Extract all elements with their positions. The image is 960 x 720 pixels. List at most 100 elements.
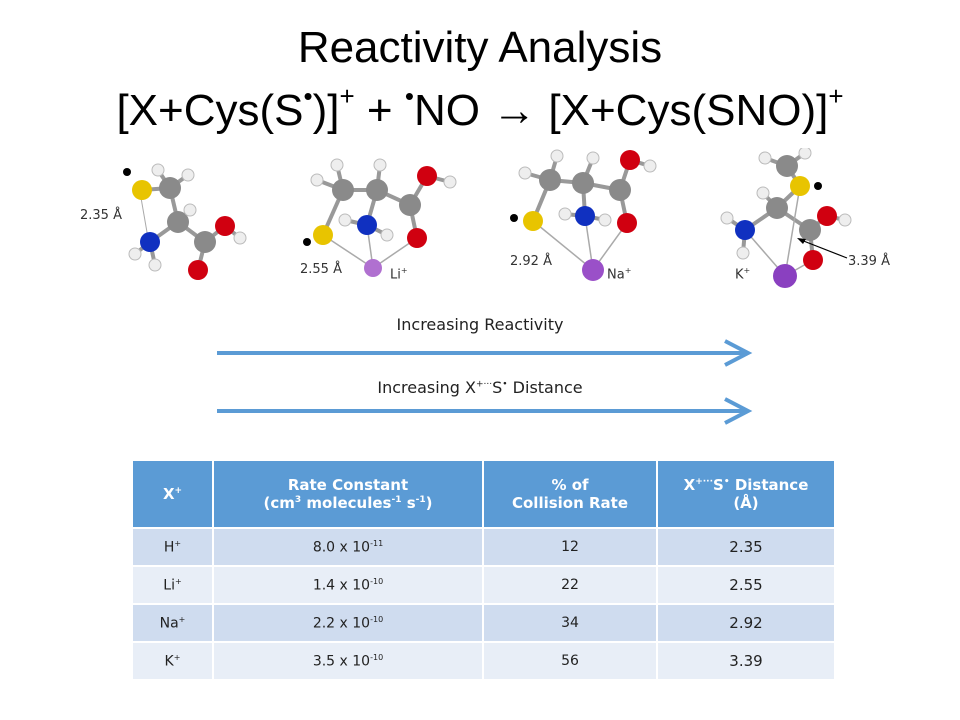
header-text: ) (425, 494, 433, 512)
cell-ion: Li+ (133, 565, 214, 604)
radical-dot: • (404, 81, 414, 111)
eq-part: [X+Cys(SNO)] (536, 86, 829, 135)
rate-exponent: -10 (370, 576, 384, 586)
header-collision-rate: % of Collision Rate (483, 461, 658, 528)
slide-title: Reactivity Analysis (297, 23, 663, 72)
header-line: Rate Constant (287, 476, 409, 494)
cell-percent: 22 (483, 565, 658, 604)
distance-label: 3.39 Å (848, 254, 890, 269)
eq-part: [X+Cys(S (116, 86, 304, 135)
ion-symbol: H (163, 539, 175, 556)
radical-dot: • (303, 81, 313, 111)
distance-arrow-icon (217, 397, 753, 425)
cell-rate: 8.0 x 10-11 (213, 527, 484, 566)
charge-plus: + (174, 538, 182, 548)
cell-rate: 1.4 x 10-10 (213, 565, 484, 604)
table-row: H+ 8.0 x 10-11 12 2.35 (133, 527, 834, 566)
reaction-equation: [X+Cys(S•)]+ + •NO → [X+Cys(SNO)]+ (0, 72, 960, 135)
charge-plus: + (828, 81, 844, 111)
cell-distance: 2.92 (657, 603, 834, 642)
charge-plus: + (173, 652, 181, 662)
eq-part: + (354, 86, 405, 135)
header-text: Distance (729, 476, 809, 494)
table-header-row: X+ Rate Constant (cm3 molecules-1 s-1) %… (133, 461, 834, 528)
distance-sup: +··· (476, 379, 493, 390)
radical-dot: • (502, 379, 508, 390)
ion-symbol: Li (163, 577, 175, 594)
header-line: (cm3 molecules-1 s-1) (214, 494, 482, 512)
distance-arrow-label: Increasing X+···S• Distance (0, 378, 960, 397)
charge-plus: + (743, 266, 751, 275)
ion-symbol: Li (390, 267, 401, 283)
distance-label: 2.55 Å (300, 262, 342, 277)
table-row: Li+ 1.4 x 10-10 22 2.55 (133, 565, 834, 604)
table-row: K+ 3.5 x 10-10 56 3.39 (133, 641, 834, 679)
ion-label: K+ (735, 266, 750, 282)
rate-table: X+ Rate Constant (cm3 molecules-1 s-1) %… (133, 461, 834, 679)
header-distance: X+···S• Distance (Å) (657, 461, 834, 528)
header-sup: + (174, 486, 183, 496)
charge-plus: + (400, 266, 408, 275)
distance-label: 2.35 Å (80, 208, 122, 223)
header-text: X (162, 485, 175, 503)
ion-symbol: Na (159, 615, 179, 632)
charge-plus: + (624, 266, 632, 275)
header-text: S (713, 476, 724, 494)
header-line: X+···S• Distance (658, 476, 834, 494)
charge-plus: + (178, 614, 186, 624)
rate-base: 3.5 x 10 (312, 653, 371, 670)
molecule-na-icon (510, 149, 657, 281)
header-sup: -1 (391, 495, 402, 505)
header-line: Collision Rate (511, 494, 629, 512)
rate-base: 1.4 x 10 (312, 577, 371, 594)
distance-arrow-text: S (492, 378, 503, 397)
cell-percent: 34 (483, 603, 658, 642)
header-sup: -1 (415, 495, 426, 505)
cell-distance: 2.35 (657, 527, 834, 566)
distance-arrow-text: Distance (507, 378, 583, 397)
cell-rate: 2.2 x 10-10 (213, 603, 484, 642)
header-rate-constant: Rate Constant (cm3 molecules-1 s-1) (213, 461, 484, 528)
cell-ion: K+ (133, 641, 214, 679)
header-text: s (401, 494, 416, 512)
header-sup: • (723, 477, 730, 487)
ion-symbol: Na (607, 267, 625, 283)
eq-part: )] (312, 86, 340, 135)
rate-exponent: -10 (370, 614, 384, 624)
cell-distance: 2.55 (657, 565, 834, 604)
cell-ion: Na+ (133, 603, 214, 642)
cell-ion: H+ (133, 527, 214, 566)
ion-label: Na+ (607, 266, 631, 282)
cell-distance: 3.39 (657, 641, 834, 679)
ion-label: Li+ (390, 266, 408, 282)
eq-part: NO (413, 86, 493, 135)
charge-plus: + (339, 81, 355, 111)
header-ion: X+ (133, 461, 214, 528)
ion-symbol: K (735, 267, 744, 283)
header-text: X (683, 476, 696, 494)
header-sup: 3 (294, 495, 302, 505)
rate-base: 8.0 x 10 (312, 539, 371, 556)
charge-plus: + (175, 576, 182, 586)
ion-symbol: K (164, 653, 174, 670)
header-sup: +··· (695, 477, 714, 487)
molecule-k-icon (720, 148, 852, 288)
reactivity-arrow-label: Increasing Reactivity (396, 315, 564, 334)
cell-percent: 12 (483, 527, 658, 566)
header-text: (cm (263, 494, 295, 512)
molecule-li-icon (303, 158, 457, 277)
cell-rate: 3.5 x 10-10 (213, 641, 484, 679)
rate-exponent: -11 (370, 538, 384, 548)
distance-arrow-text: Increasing X (377, 378, 476, 397)
cell-percent: 56 (483, 641, 658, 679)
table-row: Na+ 2.2 x 10-10 34 2.92 (133, 603, 834, 642)
header-line: (Å) (733, 494, 759, 512)
header-text: molecules (301, 494, 392, 512)
distance-label: 2.92 Å (510, 254, 552, 269)
molecule-h-icon (123, 163, 247, 280)
rate-exponent: -10 (370, 652, 384, 662)
reaction-arrow-icon: → (492, 86, 537, 135)
header-line: % of (551, 476, 589, 494)
reactivity-arrow-icon (217, 339, 753, 367)
rate-base: 2.2 x 10 (312, 615, 371, 632)
